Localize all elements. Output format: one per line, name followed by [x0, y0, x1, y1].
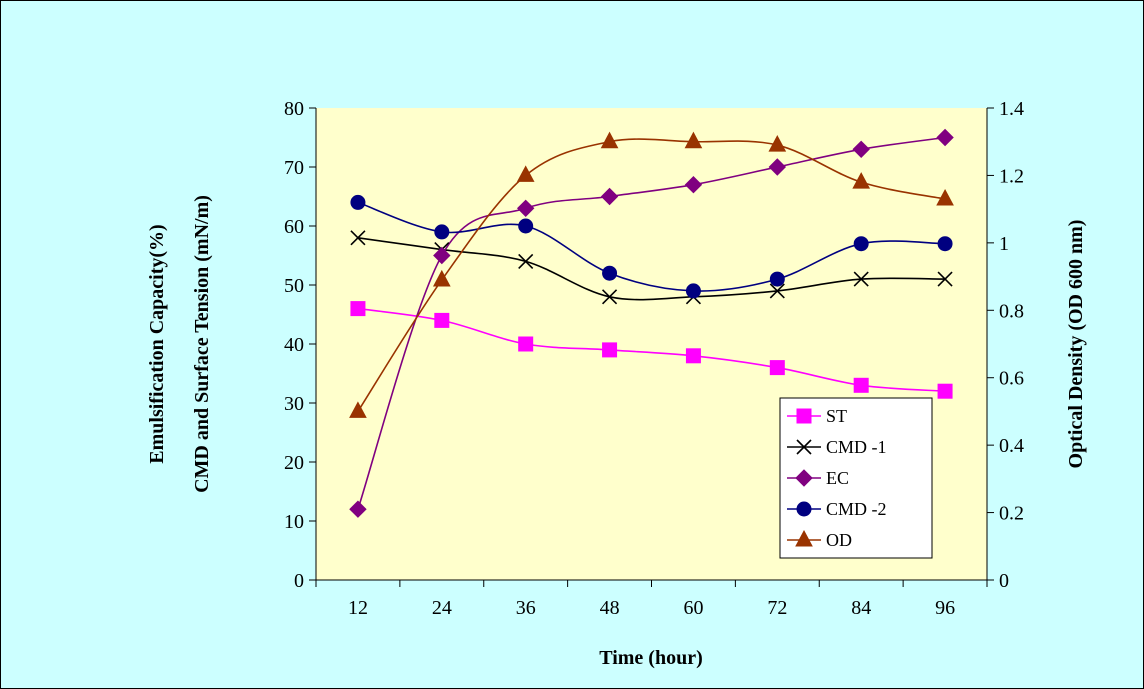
legend-label-od: OD [826, 530, 852, 550]
legend-label-ec: EC [826, 468, 849, 488]
legend-label-st: ST [826, 406, 847, 426]
x-marker-stroke [796, 439, 812, 455]
x-tick-label: 72 [767, 597, 787, 619]
point-st [685, 348, 701, 364]
point-ec [516, 199, 535, 218]
series-line-ec [357, 136, 946, 510]
y-left-tick-label: 10 [284, 511, 304, 533]
legend-items: ST CMD -1 EC CMD -2 OD [787, 406, 887, 550]
point-cmd-2 [434, 224, 450, 240]
y-right-tick-label: 0.4 [999, 435, 1024, 457]
point-st [518, 336, 534, 352]
legend-marker-ec [795, 469, 813, 487]
series-markers [349, 128, 954, 518]
x-marker-stroke [601, 289, 618, 305]
point-cmd-1 [350, 230, 366, 246]
x-marker-stroke [350, 230, 366, 246]
point-od [936, 188, 954, 206]
x-marker-stroke [937, 271, 953, 287]
y-left-tick-label: 40 [284, 334, 304, 356]
point-od [768, 135, 787, 152]
point-cmd-2 [769, 271, 785, 287]
legend-marker-od [795, 529, 813, 547]
point-cmd-2 [853, 236, 869, 252]
y-right-tick-label: 1 [999, 233, 1009, 255]
legend-marker-cmd-1 [796, 439, 812, 455]
point-ec [433, 246, 451, 265]
point-od [349, 401, 367, 418]
point-cmd-2 [518, 218, 534, 234]
x-marker-stroke [518, 253, 534, 269]
tick-labels: 0 10 20 30 40 50 60 70 80 0 0.2 0.4 0.6 0.8 1 1.2 1.4 12 2… [284, 98, 1024, 619]
legend: ST CMD -1 EC CMD -2 OD [779, 397, 933, 559]
y-axis-left-title-line2: CMD and Surface Tension (mN/m) [191, 195, 213, 493]
y-axis-right-title: Optical Density (OD 600 nm) [1065, 220, 1087, 469]
y-right-tick-label: 0.2 [999, 503, 1024, 525]
series-line-cmd-1 [357, 237, 946, 301]
point-st [769, 360, 785, 376]
point-ec [768, 158, 787, 176]
y-left-tick-label: 60 [284, 216, 304, 238]
legend-marker-cmd-2 [796, 501, 812, 517]
point-cmd-1 [518, 253, 534, 269]
point-ec [852, 140, 870, 159]
y-right-tick-label: 0.8 [999, 300, 1024, 322]
point-st [602, 342, 618, 358]
point-cmd-2 [685, 283, 701, 299]
x-marker-stroke [769, 283, 785, 299]
point-st [434, 312, 450, 328]
y-right-tick-label: 1.4 [999, 98, 1024, 120]
legend-label-cmd-1: CMD -1 [826, 437, 887, 457]
x-tick-label: 48 [600, 597, 620, 619]
point-od [852, 172, 871, 189]
point-cmd-1 [937, 271, 953, 287]
x-marker-stroke [853, 271, 869, 287]
point-cmd-2 [350, 194, 366, 210]
y-left-tick-label: 50 [284, 275, 304, 297]
x-axis-title: Time (hour) [599, 647, 703, 669]
point-od [516, 165, 535, 182]
series-line-st [357, 307, 946, 392]
axes [309, 107, 994, 587]
x-tick-label: 96 [935, 597, 955, 619]
point-cmd-1 [853, 271, 869, 287]
x-tick-label: 60 [683, 597, 703, 619]
point-od [432, 269, 451, 287]
point-st [350, 301, 366, 317]
point-cmd-1 [769, 283, 785, 299]
point-st [937, 383, 953, 399]
point-ec [600, 187, 619, 206]
y-left-tick-label: 0 [294, 570, 304, 592]
x-tick-label: 36 [516, 597, 536, 619]
y-right-tick-label: 0.6 [999, 368, 1024, 390]
point-ec [349, 500, 367, 518]
point-ec [936, 128, 954, 147]
point-cmd-1 [601, 289, 618, 305]
point-od [684, 131, 703, 149]
y-left-tick-label: 30 [284, 393, 304, 415]
legend-marker-st [796, 408, 812, 424]
point-cmd-2 [937, 236, 953, 252]
x-tick-label: 84 [851, 597, 871, 619]
y-left-tick-label: 70 [284, 157, 304, 179]
y-right-tick-label: 0 [999, 570, 1009, 592]
point-ec [684, 175, 703, 194]
series-line-cmd-2 [357, 201, 946, 292]
x-tick-label: 12 [348, 597, 368, 619]
y-axis-left-title-line1: Emulsification Capacity(%) [146, 224, 168, 463]
x-tick-label: 24 [432, 597, 452, 619]
y-left-tick-label: 20 [284, 452, 304, 474]
point-st [853, 377, 869, 393]
legend-label-cmd-2: CMD -2 [826, 499, 887, 519]
y-right-tick-label: 1.2 [999, 165, 1024, 187]
y-left-tick-label: 80 [284, 98, 304, 120]
point-cmd-2 [602, 265, 618, 281]
point-od [600, 131, 619, 149]
